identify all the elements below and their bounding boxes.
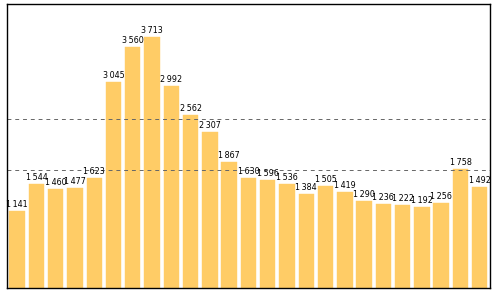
Text: 3 045: 3 045	[103, 71, 124, 80]
Text: 2 562: 2 562	[179, 104, 202, 113]
Text: 1 623: 1 623	[83, 167, 105, 176]
Text: 1 236: 1 236	[372, 193, 394, 202]
Bar	[395, 205, 411, 288]
Text: 1 536: 1 536	[276, 173, 298, 182]
Bar	[472, 187, 488, 288]
Text: 3 560: 3 560	[122, 36, 144, 45]
Text: 1 290: 1 290	[353, 190, 375, 199]
Text: 1 477: 1 477	[64, 177, 86, 186]
Bar	[241, 178, 256, 288]
Text: 1 867: 1 867	[218, 151, 240, 160]
Text: 1 505: 1 505	[315, 175, 336, 184]
Bar	[29, 184, 44, 288]
Bar	[9, 211, 25, 288]
Text: 1 596: 1 596	[257, 169, 279, 178]
Bar	[376, 204, 391, 288]
Text: 1 460: 1 460	[45, 178, 67, 187]
Bar	[144, 37, 160, 288]
Bar	[299, 194, 314, 288]
Text: 3 713: 3 713	[141, 26, 163, 35]
Text: 2 992: 2 992	[160, 75, 182, 84]
Bar	[164, 86, 179, 288]
Text: 1 630: 1 630	[238, 167, 259, 176]
Bar	[222, 162, 237, 288]
Bar	[67, 188, 83, 288]
Text: 2 307: 2 307	[199, 121, 221, 130]
Bar	[106, 82, 121, 288]
Bar	[183, 115, 198, 288]
Bar	[125, 47, 141, 288]
Text: 1 544: 1 544	[25, 173, 47, 182]
Bar	[279, 184, 295, 288]
Bar	[414, 207, 429, 288]
Bar	[86, 178, 102, 288]
Bar	[433, 203, 449, 288]
Text: 1 384: 1 384	[295, 183, 317, 192]
Bar	[48, 189, 64, 288]
Text: 1 192: 1 192	[411, 196, 433, 205]
Text: 1 256: 1 256	[430, 192, 452, 201]
Text: 1 492: 1 492	[469, 176, 491, 185]
Bar	[356, 201, 372, 288]
Bar	[318, 186, 333, 288]
Text: 1 222: 1 222	[392, 194, 414, 203]
Bar	[453, 169, 468, 288]
Text: 1 419: 1 419	[334, 181, 356, 190]
Bar	[260, 180, 275, 288]
Bar	[202, 132, 218, 288]
Text: 1 758: 1 758	[449, 158, 471, 167]
Text: 1 141: 1 141	[6, 200, 28, 209]
Bar	[337, 192, 352, 288]
